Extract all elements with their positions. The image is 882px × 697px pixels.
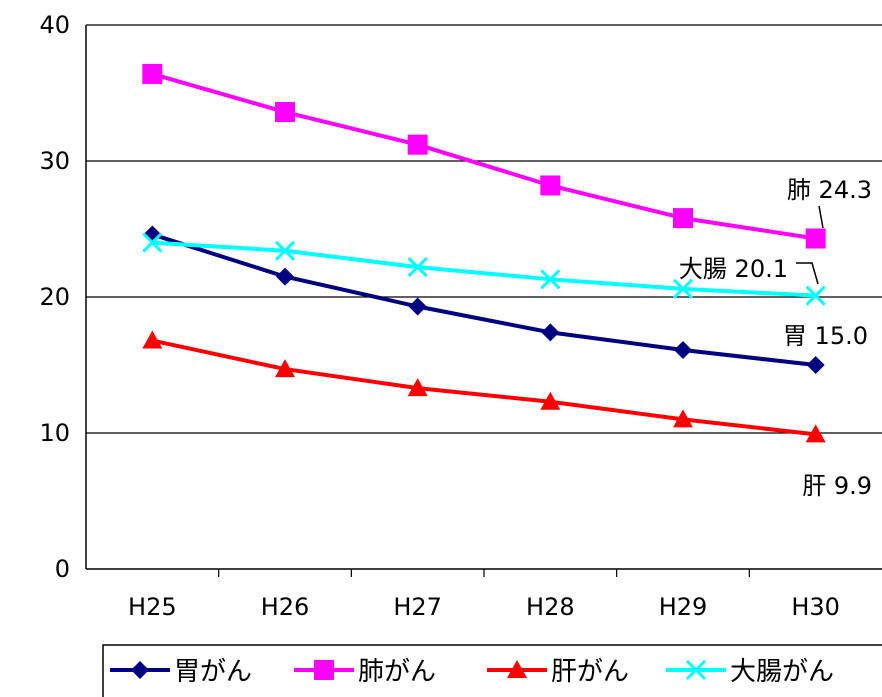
data-point [275, 102, 295, 123]
legend-item-2: 肝がん [487, 657, 629, 687]
data-point [672, 278, 694, 299]
data-point [805, 285, 826, 306]
data-point [674, 341, 692, 360]
data-label: 肺 24.3 [787, 176, 872, 204]
data-point [805, 228, 826, 249]
x-tick-label: H26 [261, 593, 310, 621]
data-point [408, 297, 427, 316]
data-point [540, 175, 561, 196]
y-tick-label: 20 [39, 283, 70, 311]
y-tick-label: 40 [39, 11, 70, 39]
y-tick-label: 0 [55, 555, 70, 583]
legend-item-3: 大腸がん [666, 657, 834, 687]
data-point [806, 356, 825, 374]
series-group [142, 63, 826, 443]
y-axis-ticks: 0 10 20 30 40 [39, 11, 70, 583]
x-axis-ticks: H25 H26 H27 H28 H29 H30 [128, 569, 840, 621]
annotations: 肺 24.3 大腸 20.1 胃 15.0 肝 9.9 [679, 176, 872, 500]
legend-label: 肝がん [551, 657, 629, 687]
data-point [142, 330, 163, 349]
x-tick-label: H27 [393, 593, 442, 621]
data-point [407, 134, 428, 155]
leader-line [796, 262, 819, 285]
data-point [407, 257, 428, 278]
data-point [540, 269, 561, 290]
x-tick-label: H30 [791, 593, 840, 621]
legend-marker [685, 659, 707, 681]
grid-lines [86, 24, 882, 434]
leader-line [818, 205, 824, 229]
data-point [673, 208, 693, 229]
data-point [274, 240, 296, 261]
series-line [152, 240, 816, 298]
series-1 [142, 63, 826, 249]
data-point [142, 232, 163, 253]
legend-label: 肺がん [358, 657, 436, 687]
series-line [151, 232, 816, 367]
series-line [151, 338, 816, 437]
series-line [151, 72, 816, 241]
data-label: 大腸 20.1 [679, 255, 788, 283]
data-point [142, 63, 163, 84]
data-point [805, 424, 826, 443]
data-point [540, 391, 561, 410]
data-point [673, 409, 693, 428]
data-point [541, 323, 560, 342]
legend-item-0: 胃がん [110, 657, 252, 687]
series-0 [143, 225, 825, 374]
x-tick-label: H29 [659, 593, 708, 621]
x-tick-label: H25 [128, 593, 177, 621]
legend-marker [314, 660, 334, 680]
series-2 [142, 330, 826, 443]
data-point [407, 378, 428, 397]
legend: 胃がん 肺がん 肝がん 大腸がん [102, 644, 882, 697]
legend-marker [131, 661, 149, 679]
data-label: 肝 9.9 [802, 472, 872, 500]
data-point [276, 267, 294, 286]
data-point [275, 359, 295, 378]
series-3 [142, 232, 826, 306]
y-tick-label: 10 [39, 419, 70, 447]
data-label: 胃 15.0 [783, 322, 868, 350]
legend-marker [507, 660, 527, 678]
y-tick-label: 30 [39, 147, 70, 175]
legend-item-1: 肺がん [294, 657, 436, 687]
legend-label: 大腸がん [730, 657, 834, 687]
x-tick-label: H28 [526, 593, 575, 621]
legend-label: 胃がん [174, 657, 252, 687]
